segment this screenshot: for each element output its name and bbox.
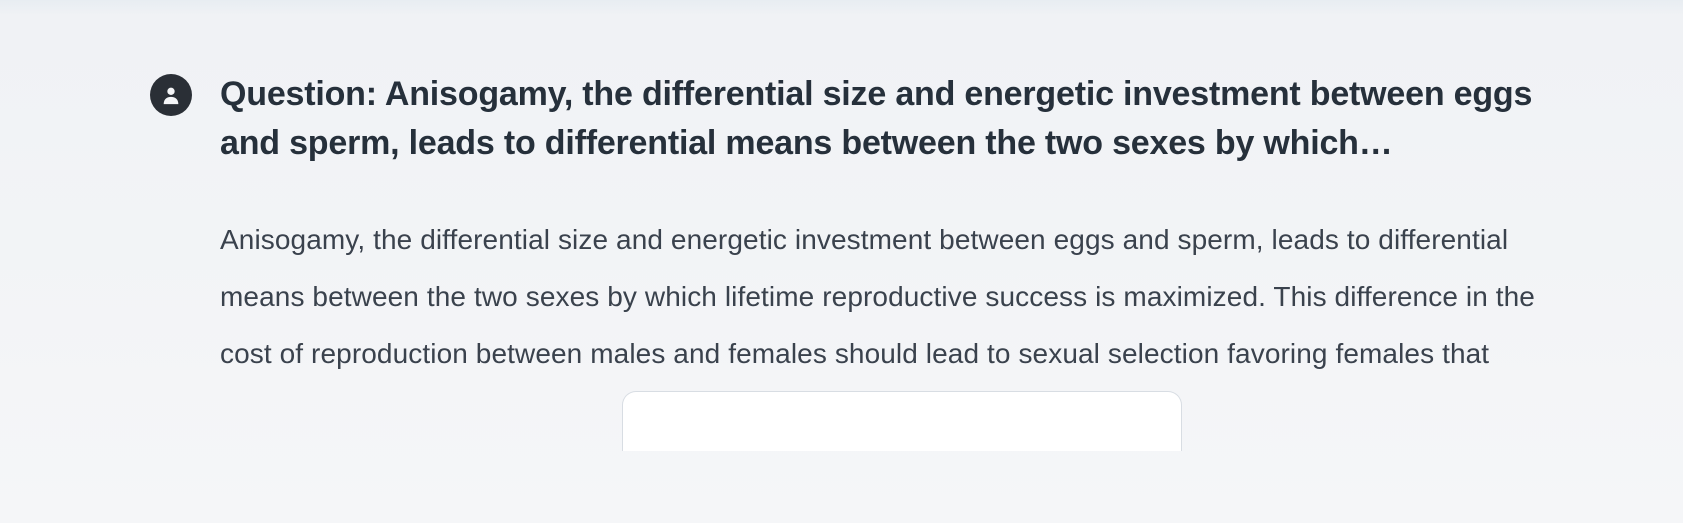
person-icon — [160, 84, 182, 106]
answer-input-box[interactable] — [622, 391, 1182, 451]
question-body: Anisogamy, the differential size and ene… — [220, 211, 1583, 383]
question-label: Question: — [220, 75, 377, 113]
avatar-icon — [150, 74, 192, 116]
answer-box-wrap — [220, 391, 1583, 451]
icon-wrap — [150, 74, 192, 451]
question-content: Question: Anisogamy, the differential si… — [220, 70, 1583, 451]
question-container: Question: Anisogamy, the differential si… — [0, 0, 1683, 451]
question-heading-text: Anisogamy, the differential size and ene… — [220, 75, 1532, 162]
question-heading: Question: Anisogamy, the differential si… — [220, 70, 1583, 169]
